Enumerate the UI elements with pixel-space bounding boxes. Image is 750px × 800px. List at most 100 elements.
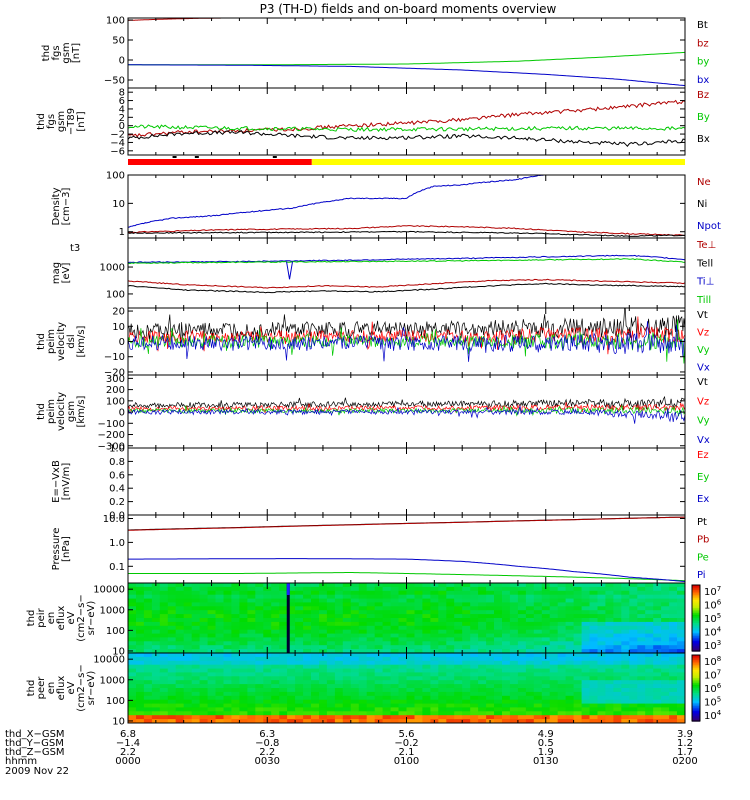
spectrogram-cell <box>653 668 662 674</box>
spectrogram-cell <box>605 668 614 674</box>
spectrogram-cell <box>446 668 455 674</box>
spectrogram-cell <box>494 672 503 677</box>
spectrogram-cell <box>486 621 495 627</box>
spectrogram-cell <box>279 606 288 611</box>
spectrogram-cell <box>581 676 591 681</box>
spectrogram-cell <box>661 695 670 701</box>
spectrogram-cell <box>573 660 583 666</box>
spectrogram-cell <box>167 691 177 697</box>
spectrogram-cell <box>470 614 479 619</box>
spectrogram-cell <box>247 621 256 627</box>
spectrogram-cell <box>502 703 511 709</box>
spectrogram-cell <box>517 660 527 666</box>
spectrogram-cell <box>334 715 344 720</box>
spectrogram-cell <box>517 637 527 642</box>
spectrogram-cell <box>478 625 487 631</box>
spectrogram-cell <box>167 664 177 670</box>
spectrogram-cell <box>573 583 583 588</box>
spectrogram-cell <box>645 583 654 588</box>
spectrogram-cell <box>239 586 248 592</box>
spectrogram-cell <box>454 614 463 619</box>
spectrogram-cell <box>541 668 551 674</box>
spectrogram-cell <box>422 703 431 709</box>
spectrogram-cell <box>215 688 225 693</box>
colorbar-cell <box>692 637 700 641</box>
spectrogram-cell <box>191 629 201 635</box>
spectrogram-cell <box>613 695 622 701</box>
spectrogram-cell <box>334 598 344 604</box>
spectrogram-cell <box>613 664 622 670</box>
spectrogram-cell <box>502 649 511 653</box>
spectrogram-cell <box>136 688 145 693</box>
spectrogram-cell <box>159 719 169 723</box>
spectrogram-cell <box>151 590 161 596</box>
spectrogram-cell <box>509 610 519 615</box>
spectrogram-cell <box>326 602 336 607</box>
spectrogram-cell <box>462 618 471 623</box>
spectrogram-cell <box>406 590 416 596</box>
spectrogram-cell <box>438 660 447 666</box>
spectrogram-cell <box>629 699 638 705</box>
spectrogram-cell <box>549 625 559 631</box>
spectrogram-cell <box>255 715 264 720</box>
spectrogram-cell <box>390 672 400 677</box>
colorbar-cell <box>692 618 700 621</box>
spectrogram-cell <box>446 586 455 592</box>
spectrogram-cell <box>231 606 240 611</box>
spectrogram-cell <box>454 637 463 642</box>
spectrogram-cell <box>350 629 360 635</box>
colorbar-label: 105 <box>704 696 721 709</box>
spectrogram-cell <box>175 598 185 604</box>
spectrogram-cell <box>215 691 225 697</box>
spectrogram-cell <box>342 719 352 723</box>
spectrogram-cell <box>239 715 248 720</box>
spectrogram-cell <box>557 598 567 604</box>
spectrogram-cell <box>223 672 233 677</box>
spectrogram-cell <box>541 614 551 619</box>
spectrogram-cell <box>525 688 535 693</box>
spectrogram-cell <box>191 719 201 723</box>
spectrogram-cell <box>183 606 193 611</box>
spectrogram-cell <box>597 621 607 627</box>
spectrogram-cell <box>183 668 193 674</box>
spectrogram-cell <box>621 660 630 666</box>
y-axis-label: eV <box>66 681 77 694</box>
spectrogram-cell <box>446 680 455 685</box>
spectrogram-cell <box>629 691 638 697</box>
spectrogram-cell <box>494 633 503 639</box>
spectrogram-cell <box>541 672 551 677</box>
spectrogram-cell <box>422 641 431 646</box>
legend-vz: Vz <box>697 396 709 407</box>
spectrogram-cell <box>255 660 264 666</box>
spectrogram-cell <box>470 668 479 674</box>
spectrogram-cell <box>128 715 137 720</box>
spectrogram-cell <box>462 711 471 716</box>
spectrogram-cell <box>621 629 630 635</box>
spectrogram-cell <box>621 719 630 723</box>
series-vz-line <box>128 402 685 414</box>
spectrogram-cell <box>342 699 352 705</box>
spectrogram-cell <box>502 583 511 588</box>
spectrogram-cell <box>342 590 352 596</box>
spectrogram-cell <box>191 672 201 677</box>
spectrogram-cell <box>661 711 670 716</box>
spectrogram-cell <box>661 625 670 631</box>
spectrogram-cell <box>438 586 447 592</box>
spectrogram-cell <box>653 590 662 596</box>
spectrogram-cell <box>382 586 392 592</box>
plot-area <box>128 308 685 364</box>
spectrogram-cell <box>382 618 392 623</box>
spectrogram-cell <box>486 637 495 642</box>
spectrogram-cell <box>517 719 527 723</box>
spectrogram-cell <box>358 711 368 716</box>
spectrogram-cell <box>509 598 519 604</box>
spectrogram-cell <box>271 586 280 592</box>
y-axis-label: eflux <box>56 606 67 631</box>
spectrogram-cell <box>613 691 622 697</box>
spectrogram-cell <box>303 660 312 666</box>
spectrogram-cell <box>549 676 559 681</box>
spectrogram-cell <box>263 621 272 627</box>
spectrogram-cell <box>661 629 670 635</box>
spectrogram-cell <box>621 633 630 639</box>
spectrogram-cell <box>255 614 264 619</box>
